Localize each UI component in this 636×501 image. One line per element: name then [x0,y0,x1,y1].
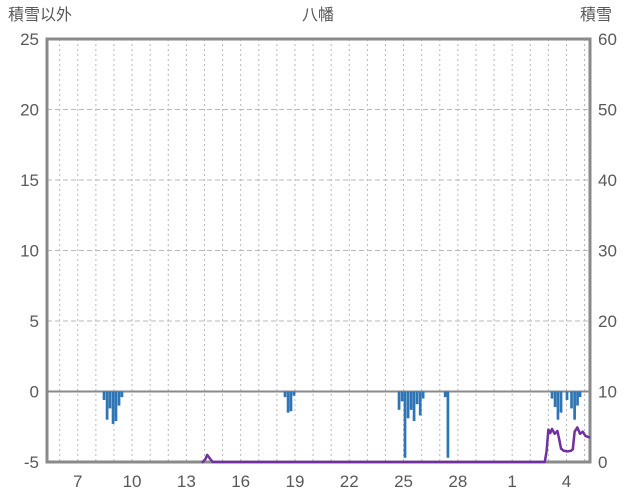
left-axis-tick-label: 10 [20,242,39,261]
precipitation-bar [553,391,557,408]
precipitation-bar [559,391,563,413]
left-axis-tick-label: 15 [20,171,39,190]
left-axis-tick-label: -5 [24,453,39,472]
precipitation-bar [120,391,124,398]
precipitation-bar [412,391,416,422]
precipitation-bar [292,391,296,396]
precipitation-bar [446,391,450,458]
precipitation-bar [400,391,404,402]
precipitation-bar [117,391,121,406]
precipitation-bar [397,391,401,410]
precipitation-bar [289,391,293,412]
right-axis-title: 積雪 [579,7,612,24]
x-axis-tick-label: 1 [507,472,516,491]
left-axis-tick-label: 25 [20,30,39,49]
right-axis-tick-label: 50 [598,101,617,120]
x-axis-tick-label: 25 [394,472,413,491]
right-axis-tick-label: 10 [598,383,617,402]
x-axis-tick-label: 16 [231,472,250,491]
precipitation-bar [286,391,290,413]
x-axis-tick-label: 19 [286,472,305,491]
precipitation-bar [111,391,115,424]
precipitation-bar [403,391,407,458]
x-axis-tick-label: 10 [123,472,142,491]
right-axis-tick-label: 0 [598,453,607,472]
right-axis-tick-label: 60 [598,30,617,49]
left-axis-title: 積雪以外 [8,7,73,24]
precipitation-bar [576,391,579,406]
snow-depth-line [201,426,591,464]
precipitation-bar [108,391,112,409]
x-axis-tick-label: 28 [448,472,467,491]
precipitation-bar [415,391,419,405]
precipitation-bar [570,391,573,409]
precipitation-bar [578,391,582,398]
precipitation-bar [443,391,447,398]
x-axis-tick-label: 7 [73,472,82,491]
precipitation-bar [409,391,413,410]
precipitation-bar [418,391,422,416]
right-axis-tick-label: 20 [598,312,617,331]
precipitation-bar [550,391,554,399]
precipitation-bar [102,391,106,400]
left-axis-tick-label: 20 [20,101,39,120]
precipitation-bar [406,391,410,419]
x-axis-tick-label: 22 [340,472,359,491]
precipitation-bar [283,391,287,398]
precipitation-bar [421,391,425,399]
left-axis-tick-label: 0 [30,383,39,402]
right-axis-tick-label: 30 [598,242,617,261]
precipitation-bar [573,391,576,420]
chart-title: 八幡 [301,7,334,24]
precipitation-bar [565,391,569,400]
precipitation-bar [105,391,109,420]
x-axis-tick-label: 4 [562,472,571,491]
precipitation-bar [114,391,118,422]
left-axis-tick-label: 5 [30,312,39,331]
precipitation-bar [556,391,560,420]
right-axis-tick-label: 40 [598,171,617,190]
x-axis-tick-label: 13 [177,472,196,491]
